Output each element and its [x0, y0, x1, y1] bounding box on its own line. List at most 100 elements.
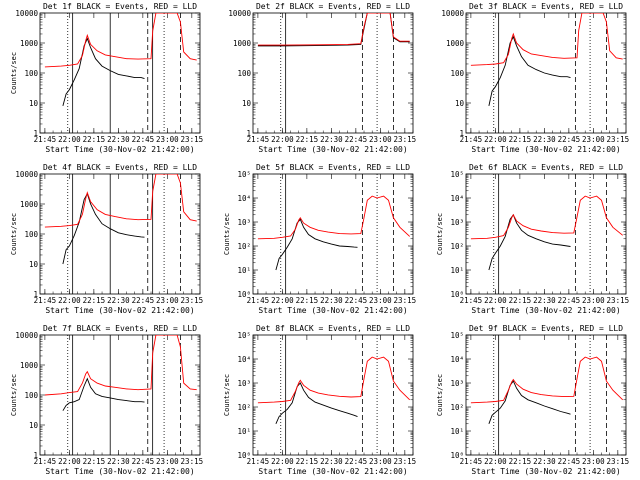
x-tick-label: 23:00	[369, 296, 392, 305]
x-tick-label: 21:45	[34, 135, 57, 144]
y-tick-label: 10¹	[450, 266, 464, 275]
panel-title: Det 3f BLACK = Events, RED = LLD	[469, 2, 623, 11]
panel-det-9f: Det 9f BLACK = Events, RED = LLD 10⁰ 10¹ 10…	[436, 324, 629, 476]
x-tick-label: 22:15	[509, 135, 532, 144]
x-tick-label: 22:30	[533, 457, 556, 466]
x-tick-label: 23:15	[181, 296, 204, 305]
x-axis-label: Start Time (30-Nov-02 21:42:00)	[45, 145, 194, 154]
x-tick-label: 22:45	[345, 135, 368, 144]
x-tick-label: 22:45	[132, 457, 155, 466]
x-tick-label: 22:15	[296, 457, 319, 466]
panel-title: Det 1f BLACK = Events, RED = LLD	[43, 2, 197, 11]
panel-det-4f: Det 4f BLACK = Events, RED = LLD 1 10 100 10…	[10, 163, 203, 315]
plot-frame	[252, 12, 414, 134]
y-tick-label: 10⁴	[450, 355, 464, 364]
y-tick-label: 100	[237, 69, 251, 78]
x-tick-label: 22:30	[107, 296, 130, 305]
y-axis-label: Counts/sec	[10, 374, 18, 416]
y-tick-label: 10³	[450, 218, 464, 227]
series-line-black	[488, 35, 571, 106]
x-tick-label: 22:45	[345, 296, 368, 305]
series-line-red	[44, 174, 197, 228]
y-tick-label: 100	[24, 391, 38, 400]
panel-title: Det 7f BLACK = Events, RED = LLD	[43, 324, 197, 333]
x-tick-label: 21:45	[34, 457, 57, 466]
y-tick-label: 10	[455, 99, 465, 108]
x-tick-label: 22:45	[558, 135, 581, 144]
x-tick-label: 22:00	[271, 135, 294, 144]
plot-frame	[252, 173, 414, 295]
series-line-red	[470, 13, 623, 66]
x-tick-label: 22:15	[509, 457, 532, 466]
x-tick-label: 22:15	[296, 135, 319, 144]
y-tick-label: 10²	[237, 242, 251, 251]
x-tick-label: 22:15	[83, 135, 106, 144]
x-tick-label: 22:00	[271, 296, 294, 305]
panel-det-8f: Det 8f BLACK = Events, RED = LLD 10⁰ 10¹ 10…	[223, 324, 416, 476]
panel-title: Det 2f BLACK = Events, RED = LLD	[256, 2, 410, 11]
y-tick-label: 10⁴	[237, 355, 251, 364]
series-line-red	[257, 195, 411, 240]
x-tick-label: 22:00	[484, 296, 507, 305]
y-tick-label: 10	[29, 99, 39, 108]
x-tick-label: 21:45	[247, 135, 270, 144]
x-tick-label: 21:45	[460, 135, 483, 144]
x-tick-label: 23:15	[607, 457, 630, 466]
plot-frame	[39, 334, 201, 456]
x-tick-label: 22:15	[83, 296, 106, 305]
x-tick-label: 22:45	[558, 296, 581, 305]
y-tick-label: 100	[24, 230, 38, 239]
y-tick-label: 1000	[446, 39, 465, 48]
x-tick-label: 22:00	[58, 457, 81, 466]
series-line-red	[470, 356, 624, 404]
x-axis-label: Start Time (30-Nov-02 21:42:00)	[45, 467, 194, 476]
y-tick-label: 10	[242, 99, 252, 108]
y-tick-label: 10⁵	[237, 170, 251, 179]
panel-det-3f: Det 3f BLACK = Events, RED = LLD 1 10 100 10…	[441, 2, 629, 154]
x-tick-label: 22:15	[509, 296, 532, 305]
plot-frame	[465, 334, 627, 456]
x-tick-label: 23:15	[181, 457, 204, 466]
x-tick-label: 23:15	[181, 135, 204, 144]
y-axis-label: Counts/sec	[10, 213, 18, 255]
x-tick-label: 22:45	[132, 135, 155, 144]
panel-det-1f: Det 1f BLACK = Events, RED = LLD 1 10 100 10…	[10, 2, 203, 154]
x-tick-label: 22:30	[107, 457, 130, 466]
y-tick-label: 10000	[15, 170, 38, 179]
y-tick-label: 10⁵	[450, 170, 464, 179]
x-tick-label: 22:15	[83, 457, 106, 466]
panel-title: Det 9f BLACK = Events, RED = LLD	[469, 324, 623, 333]
plot-frame	[465, 173, 627, 295]
y-tick-label: 10⁰	[237, 290, 251, 299]
y-axis-label: Counts/sec	[10, 52, 18, 94]
panel-title: Det 6f BLACK = Events, RED = LLD	[469, 163, 623, 172]
series-line-black	[488, 380, 571, 424]
series-line-black	[275, 218, 358, 271]
series-line-red	[44, 335, 197, 396]
y-tick-label: 10	[29, 260, 39, 269]
y-axis-label: Counts/sec	[436, 374, 444, 416]
plot-frame	[39, 173, 201, 295]
panel-title: Det 5f BLACK = Events, RED = LLD	[256, 163, 410, 172]
x-axis-label: Start Time (30-Nov-02 21:42:00)	[45, 306, 194, 315]
plot-frame	[252, 334, 414, 456]
x-tick-label: 22:00	[271, 457, 294, 466]
y-axis-label: Counts/sec	[436, 213, 444, 255]
y-tick-label: 10³	[237, 218, 251, 227]
y-tick-label: 10⁰	[237, 451, 251, 460]
series-line-black	[62, 192, 145, 265]
x-axis-label: Start Time (30-Nov-02 21:42:00)	[471, 467, 620, 476]
y-tick-label: 10⁵	[237, 331, 251, 340]
x-tick-label: 22:45	[558, 457, 581, 466]
panel-det-7f: Det 7f BLACK = Events, RED = LLD 1 10 100 10…	[10, 324, 203, 476]
y-tick-label: 1000	[20, 200, 39, 209]
x-tick-label: 23:00	[582, 296, 605, 305]
y-tick-label: 1000	[20, 361, 39, 370]
x-tick-label: 22:00	[58, 296, 81, 305]
panel-det-6f: Det 6f BLACK = Events, RED = LLD 10⁰ 10¹ 10…	[436, 163, 629, 315]
x-tick-label: 23:00	[369, 457, 392, 466]
panel-title: Det 8f BLACK = Events, RED = LLD	[256, 324, 410, 333]
y-tick-label: 1000	[233, 39, 252, 48]
series-line-black	[62, 377, 145, 411]
